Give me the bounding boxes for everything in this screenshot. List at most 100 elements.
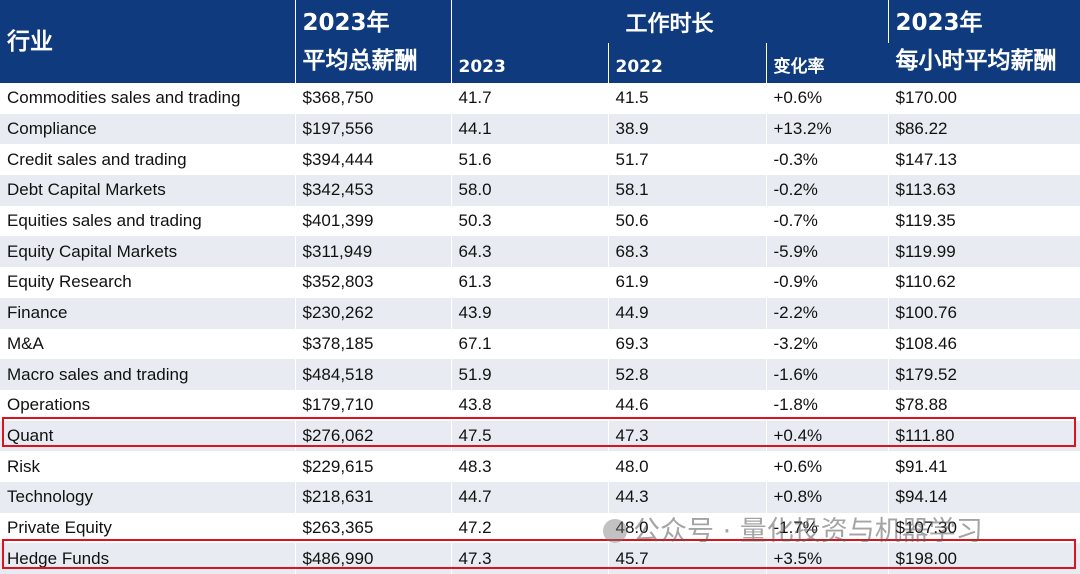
cell-industry: Quant — [0, 421, 295, 452]
cell-hours-2023: 47.3 — [451, 543, 608, 574]
cell-avg-comp: $484,518 — [295, 359, 451, 390]
cell-industry: Macro sales and trading — [0, 359, 295, 390]
cell-change-rate: +0.4% — [766, 421, 888, 452]
wechat-icon — [603, 519, 627, 543]
cell-change-rate: -0.7% — [766, 206, 888, 237]
header-hourly-label: 每小时平均薪酬 — [896, 42, 1080, 80]
cell-hours-2023: 67.1 — [451, 329, 608, 360]
cell-hours-2022: 52.8 — [608, 359, 766, 390]
cell-change-rate: -1.6% — [766, 359, 888, 390]
cell-avg-comp: $486,990 — [295, 543, 451, 574]
cell-avg-comp: $378,185 — [295, 329, 451, 360]
header-hours-2022: 2022 — [608, 43, 766, 83]
cell-hours-2022: 51.7 — [608, 144, 766, 175]
cell-hours-2022: 41.5 — [608, 83, 766, 114]
cell-hours-2023: 47.5 — [451, 421, 608, 452]
header-change-rate: 变化率 — [766, 43, 888, 83]
cell-hours-2023: 43.8 — [451, 390, 608, 421]
cell-hourly: $100.76 — [888, 298, 1080, 329]
header-avg-comp: 2023年 平均总薪酬 — [295, 0, 451, 83]
table-header: 行业 2023年 平均总薪酬 工作时长 2023年 每小时平均薪酬 2023 2… — [0, 0, 1080, 83]
cell-avg-comp: $368,750 — [295, 83, 451, 114]
cell-industry: Equity Capital Markets — [0, 236, 295, 267]
cell-avg-comp: $401,399 — [295, 206, 451, 237]
cell-avg-comp: $276,062 — [295, 421, 451, 452]
cell-hours-2022: 68.3 — [608, 236, 766, 267]
cell-hours-2023: 43.9 — [451, 298, 608, 329]
cell-industry: Equities sales and trading — [0, 206, 295, 237]
cell-avg-comp: $197,556 — [295, 114, 451, 145]
cell-hourly: $119.35 — [888, 206, 1080, 237]
cell-change-rate: -0.2% — [766, 175, 888, 206]
cell-change-rate: +0.6% — [766, 83, 888, 114]
cell-hours-2023: 50.3 — [451, 206, 608, 237]
cell-change-rate: -5.9% — [766, 236, 888, 267]
cell-avg-comp: $342,453 — [295, 175, 451, 206]
header-avg-comp-year: 2023年 — [303, 4, 451, 42]
cell-hourly: $110.62 — [888, 267, 1080, 298]
cell-hours-2023: 51.9 — [451, 359, 608, 390]
cell-avg-comp: $263,365 — [295, 513, 451, 544]
cell-avg-comp: $311,949 — [295, 236, 451, 267]
cell-avg-comp: $352,803 — [295, 267, 451, 298]
cell-industry: Debt Capital Markets — [0, 175, 295, 206]
header-industry: 行业 — [0, 0, 295, 83]
header-hourly-year: 2023年 — [896, 4, 1080, 42]
cell-industry: Technology — [0, 482, 295, 513]
cell-hours-2023: 51.6 — [451, 144, 608, 175]
cell-hours-2023: 58.0 — [451, 175, 608, 206]
cell-industry: Hedge Funds — [0, 543, 295, 574]
cell-industry: M&A — [0, 329, 295, 360]
cell-hours-2023: 48.3 — [451, 451, 608, 482]
cell-avg-comp: $230,262 — [295, 298, 451, 329]
header-hours-group: 工作时长 — [451, 0, 888, 43]
header-avg-comp-label: 平均总薪酬 — [303, 42, 451, 80]
cell-hourly: $111.80 — [888, 421, 1080, 452]
cell-hours-2022: 61.9 — [608, 267, 766, 298]
cell-hours-2023: 41.7 — [451, 83, 608, 114]
cell-change-rate: -3.2% — [766, 329, 888, 360]
cell-hours-2022: 38.9 — [608, 114, 766, 145]
cell-hours-2022: 50.6 — [608, 206, 766, 237]
cell-hours-2022: 47.3 — [608, 421, 766, 452]
cell-hours-2023: 61.3 — [451, 267, 608, 298]
header-hours-2023: 2023 — [451, 43, 608, 83]
cell-industry: Private Equity — [0, 513, 295, 544]
cell-industry: Finance — [0, 298, 295, 329]
cell-hours-2022: 58.1 — [608, 175, 766, 206]
cell-hourly: $179.52 — [888, 359, 1080, 390]
cell-change-rate: -0.9% — [766, 267, 888, 298]
cell-avg-comp: $394,444 — [295, 144, 451, 175]
cell-industry: Operations — [0, 390, 295, 421]
cell-change-rate: -0.3% — [766, 144, 888, 175]
cell-industry: Commodities sales and trading — [0, 83, 295, 114]
cell-hours-2023: 44.1 — [451, 114, 608, 145]
cell-hours-2023: 64.3 — [451, 236, 608, 267]
cell-hourly: $147.13 — [888, 144, 1080, 175]
cell-avg-comp: $179,710 — [295, 390, 451, 421]
cell-hourly: $86.22 — [888, 114, 1080, 145]
cell-avg-comp: $218,631 — [295, 482, 451, 513]
cell-hourly: $113.63 — [888, 175, 1080, 206]
cell-change-rate: +0.6% — [766, 451, 888, 482]
cell-hourly: $170.00 — [888, 83, 1080, 114]
cell-hourly: $108.46 — [888, 329, 1080, 360]
header-hourly: 2023年 每小时平均薪酬 — [888, 0, 1080, 83]
cell-hourly: $119.99 — [888, 236, 1080, 267]
cell-hours-2022: 44.9 — [608, 298, 766, 329]
watermark-text: 公众号 · 量化投资与机器学习 — [633, 516, 983, 547]
cell-change-rate: -1.8% — [766, 390, 888, 421]
cell-industry: Risk — [0, 451, 295, 482]
